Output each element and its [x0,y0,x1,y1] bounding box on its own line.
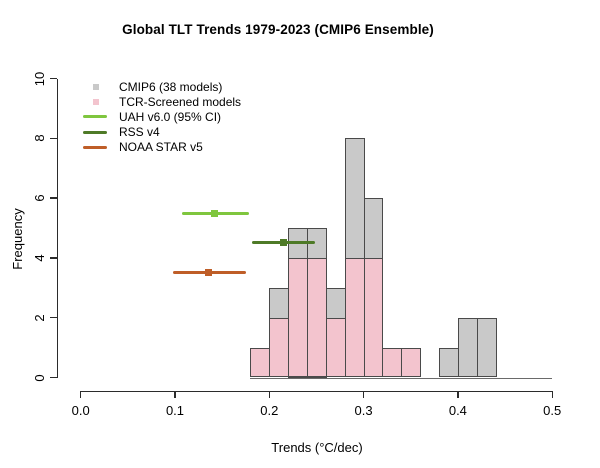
tcr-bar [288,257,309,378]
y-tick-label: 4 [32,254,47,262]
legend-item-label: NOAA STAR v5 [119,140,203,155]
y-tick [50,137,57,139]
tcr-bar [250,347,271,378]
tcr-bar [363,257,384,378]
y-tick-label: 10 [32,71,47,86]
x-tick-label: 0.0 [71,403,90,418]
cmip6-bar [476,317,497,378]
legend-line-marker-icon [83,145,108,149]
y-tick [50,197,57,199]
cmip6-bar [439,347,459,378]
histogram-baseline [250,377,553,379]
x-tick [80,390,82,398]
x-tick-label: 0.3 [354,403,373,418]
x-tick [551,390,553,398]
y-tick-label: 8 [32,134,47,142]
legend-item: NOAA STAR v5 [83,140,241,155]
legend-item: RSS v4 [83,125,241,140]
legend-square-marker-icon [83,98,108,105]
y-tick [50,77,57,80]
y-tick [50,376,57,379]
tcr-bar [382,347,403,378]
tcr-bar [344,257,365,378]
x-tick-label: 0.4 [448,403,467,418]
tcr-bar [307,257,327,378]
legend-item: TCR-Screened models [83,94,241,109]
y-tick [50,257,57,259]
y-tick-label: 0 [32,373,47,382]
cmip6-bar [457,317,478,378]
noaa-error-bar-marker [205,269,213,277]
legend-line-marker-icon [83,115,108,119]
tcr-bar [269,317,290,378]
legend-item-label: RSS v4 [119,125,160,140]
x-tick-label: 0.5 [543,403,562,418]
x-tick-label: 0.2 [260,403,279,418]
x-tick [268,390,270,398]
legend-item-label: TCR-Screened models [119,94,242,109]
x-tick-label: 0.1 [165,403,185,418]
y-tick-label: 6 [32,194,47,202]
tcr-bar [325,317,346,378]
x-tick [457,390,459,398]
rss-error-bar-marker [279,239,287,247]
x-axis-label: Trends (°C/dec) [271,440,363,455]
x-tick [174,390,176,398]
legend-item-label: CMIP6 (38 models) [119,79,223,94]
y-tick-label: 2 [32,314,47,322]
chart-title: Global TLT Trends 1979-2023 (CMIP6 Ensem… [122,22,434,37]
legend: CMIP6 (38 models) TCR-Screened models UAH … [83,79,241,155]
uah-error-bar-marker [211,209,219,217]
legend-square-marker-icon [83,83,108,90]
y-tick [50,317,57,319]
legend-item: UAH v6.0 (95% CI) [83,109,241,124]
x-tick [362,390,365,398]
legend-item-label: UAH v6.0 (95% CI) [119,109,222,124]
legend-item: CMIP6 (38 models) [83,79,241,94]
tcr-bar [401,347,422,378]
legend-line-marker-icon [83,130,108,134]
y-axis-line [57,78,59,378]
x-axis-line [80,390,553,392]
